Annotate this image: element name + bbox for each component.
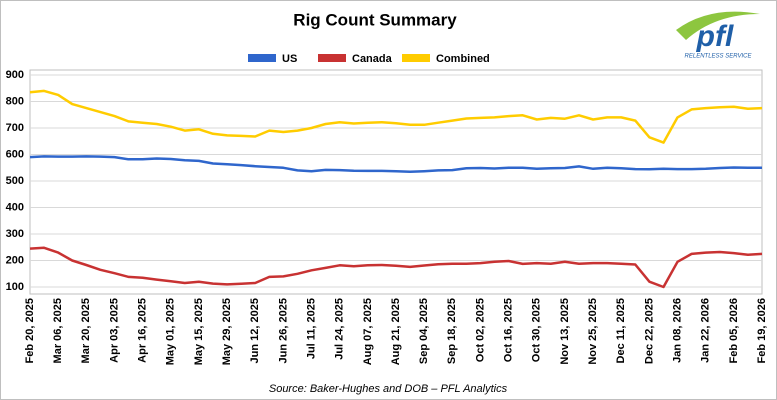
x-tick-label: Oct 02, 2025 xyxy=(474,298,486,362)
x-tick-label: Dec 11, 2025 xyxy=(615,298,627,363)
legend-label: US xyxy=(282,53,297,65)
x-tick-label: Nov 13, 2025 xyxy=(559,298,571,365)
x-tick-label: Nov 25, 2025 xyxy=(587,298,599,365)
legend-swatch xyxy=(402,54,430,62)
series-line xyxy=(29,246,763,289)
source-note: Source: Baker-Hughes and DOB – PFL Analy… xyxy=(269,383,508,395)
x-tick-label: Aug 21, 2025 xyxy=(390,298,402,365)
x-tick-label: Aug 07, 2025 xyxy=(362,298,374,365)
y-tick-label: 400 xyxy=(6,201,24,213)
legend-label: Combined xyxy=(436,53,490,65)
x-tick-label: Jul 24, 2025 xyxy=(334,298,346,360)
y-tick-label: 700 xyxy=(6,122,24,134)
x-tick-label: Jun 26, 2025 xyxy=(277,298,289,363)
x-tick-label: Jan 22, 2026 xyxy=(700,298,712,363)
y-tick-label: 100 xyxy=(6,281,24,293)
x-tick-label: Oct 16, 2025 xyxy=(503,298,515,362)
legend-label: Canada xyxy=(352,53,393,65)
logo-swoosh xyxy=(676,11,760,40)
logo-tagline: RELENTLESS SERVICE xyxy=(685,54,753,60)
x-tick-label: Apr 03, 2025 xyxy=(108,298,120,363)
x-tick-label: May 01, 2025 xyxy=(165,298,177,365)
x-tick-label: Mar 20, 2025 xyxy=(80,298,92,363)
y-tick-label: 200 xyxy=(6,254,24,266)
x-tick-label: Feb 20, 2025 xyxy=(24,298,36,363)
chart-title: Rig Count Summary xyxy=(293,10,457,29)
x-tick-label: Jul 11, 2025 xyxy=(305,298,317,359)
x-tick-label: Feb 19, 2026 xyxy=(756,298,768,363)
legend-swatch xyxy=(248,54,276,62)
series-line xyxy=(29,89,763,144)
logo-text: pfl xyxy=(696,20,734,53)
plot-frame xyxy=(29,69,763,295)
x-tick-label: Mar 06, 2025 xyxy=(52,298,64,363)
x-tick-label: Dec 22, 2025 xyxy=(643,298,655,364)
x-tick-label: Apr 16, 2025 xyxy=(137,298,149,363)
x-tick-label: Jun 12, 2025 xyxy=(249,298,261,363)
x-tick-label: May 29, 2025 xyxy=(221,298,233,365)
x-tick-label: Sep 04, 2025 xyxy=(418,298,430,364)
series-line xyxy=(29,155,762,173)
x-tick-label: Oct 30, 2025 xyxy=(531,298,543,362)
y-tick-label: 800 xyxy=(6,95,24,107)
legend-swatch xyxy=(318,54,346,62)
y-tick-label: 500 xyxy=(6,175,24,187)
x-tick-label: Feb 05, 2026 xyxy=(728,298,740,363)
y-tick-label: 900 xyxy=(6,69,24,81)
y-tick-label: 300 xyxy=(6,228,24,240)
x-tick-label: Sep 18, 2025 xyxy=(446,298,458,364)
x-tick-label: May 15, 2025 xyxy=(193,298,205,365)
y-tick-label: 600 xyxy=(6,148,24,160)
x-tick-label: Jan 08, 2026 xyxy=(671,298,683,363)
